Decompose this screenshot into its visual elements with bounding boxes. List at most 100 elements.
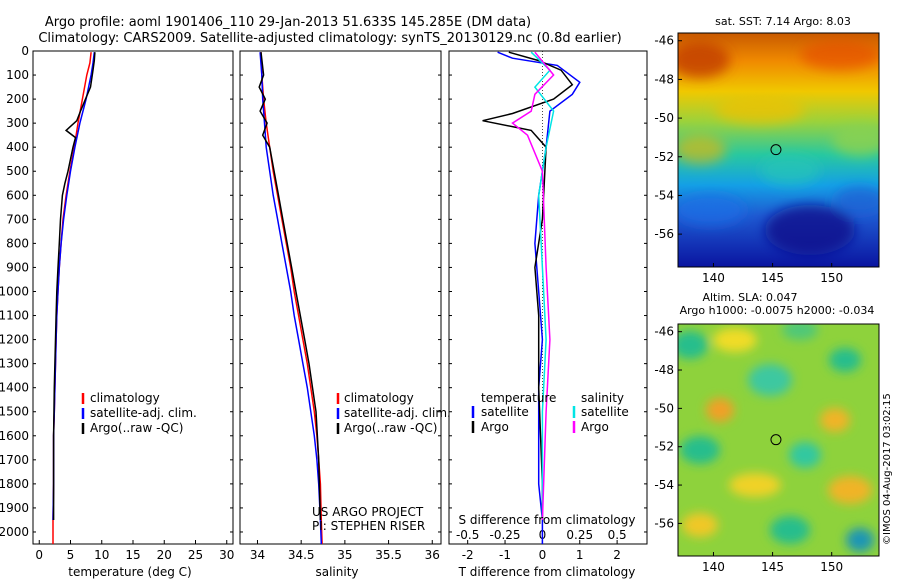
header-line2: Climatology: CARS2009. Satellite-adjuste… — [38, 31, 621, 46]
depth-tick-label: 1700 — [0, 453, 29, 467]
depth-tick-label: 700 — [6, 212, 29, 226]
lat-tick-label: -48 — [654, 363, 674, 377]
legend-header-salinity: salinity — [581, 391, 624, 405]
depth-tick-label: 1900 — [0, 501, 29, 515]
depth-tick-label: 500 — [6, 164, 29, 178]
legend-label-s-satellite: satellite — [581, 405, 629, 419]
legend-label-s-argo: Argo — [581, 420, 609, 434]
sst-map-frame — [677, 32, 880, 268]
x-tick-label: 0 — [35, 548, 43, 562]
profile-location-marker — [770, 434, 782, 446]
legend-label-satellite: satellite-adj. clim. — [90, 406, 197, 420]
x-tick-label: 35.5 — [375, 548, 402, 562]
depth-tick-label: 600 — [6, 188, 29, 202]
series-line-salinity-argo — [511, 51, 555, 521]
depth-tick-label: 100 — [6, 68, 29, 82]
temperature-xlabel: temperature (deg C) — [68, 565, 191, 579]
lat-tick-label: -52 — [654, 440, 674, 454]
legend-label-climatology: climatology — [90, 391, 160, 405]
x-tick-label: 15 — [125, 548, 140, 562]
panel-temperature — [32, 50, 234, 545]
panel-salinity — [239, 50, 442, 545]
x-tick-label-salinity: 0.5 — [608, 528, 627, 542]
depth-tick-label: 1000 — [0, 284, 29, 298]
depth-tick-label: 1800 — [0, 477, 29, 491]
x-tick-label: 30 — [219, 548, 234, 562]
legend-salinity: climatology satellite-adj. clim. Argo(..… — [336, 391, 451, 435]
x-tick-label: 2 — [613, 548, 621, 562]
legend-label-satellite: satellite-adj. clim. — [344, 406, 451, 420]
x-tick-label: -1 — [499, 548, 511, 562]
lon-tick-label: 150 — [820, 560, 843, 574]
difference-chart: -2 -1 0 1 2-0.5 -0.25 0 0.25 0.5 — [456, 51, 627, 562]
sla-map — [678, 324, 879, 556]
sla-map-axes: -46 -48 -50 -52 -54 -56 140 145 150 — [654, 325, 843, 574]
salinity-chart: 34 34.5 35 35.5 36 — [250, 52, 440, 562]
lat-tick-label: -50 — [654, 111, 674, 125]
legend-label-t-satellite: satellite — [481, 405, 529, 419]
header-line1: Argo profile: aoml 1901406_110 29-Jan-20… — [45, 15, 531, 30]
lat-tick-label: -54 — [654, 188, 674, 202]
lat-tick-label: -52 — [654, 150, 674, 164]
x-tick-label-salinity: -0.5 — [456, 528, 479, 542]
x-tick-label-salinity: 0.25 — [566, 528, 593, 542]
lat-tick-label: -54 — [654, 478, 674, 492]
x-tick-label: 20 — [157, 548, 172, 562]
x-tick-label: 34 — [250, 548, 265, 562]
lon-tick-label: 140 — [702, 271, 725, 285]
depth-tick-label: 1100 — [0, 309, 29, 323]
sst-texture — [678, 40, 879, 255]
depth-tick-label: 1500 — [0, 405, 29, 419]
series-line-temperature-satellite — [497, 51, 581, 544]
credit-line1: US ARGO PROJECT — [312, 505, 424, 519]
depth-tick-label: 1300 — [0, 357, 29, 371]
depth-tick-label: 900 — [6, 260, 29, 274]
sla-map-title-1: Altim. SLA: 0.047 — [702, 291, 797, 304]
sla-map-title-2: Argo h1000: -0.0075 h2000: -0.034 — [680, 304, 875, 317]
series-line-temperature-argo — [482, 51, 574, 520]
lat-tick-label: -48 — [654, 72, 674, 86]
x-tick-label: 5 — [67, 548, 75, 562]
series-line-salinity-satellite — [530, 51, 555, 520]
sla-map-frame — [677, 323, 880, 557]
temperature-chart: 0 5 10 15 20 25 30 — [35, 52, 234, 562]
x-tick-label-salinity: -0.25 — [490, 528, 521, 542]
legend-label-argo: Argo(..raw -QC) — [344, 421, 437, 435]
depth-tick-label: 800 — [6, 236, 29, 250]
x-tick-label: 1 — [576, 548, 584, 562]
lat-tick-label: -46 — [654, 325, 674, 339]
depth-tick-label: 200 — [6, 92, 29, 106]
series-line-argo-raw-qc — [52, 52, 96, 520]
sst-map — [678, 33, 879, 267]
depth-tick-label: 1600 — [0, 429, 29, 443]
legend-label-t-argo: Argo — [481, 420, 509, 434]
x-tick-label: 10 — [94, 548, 109, 562]
x-tick-label: 34.5 — [288, 548, 315, 562]
x-tick-label: 36 — [425, 548, 440, 562]
credit-line2: PI: STEPHEN RISER — [312, 519, 425, 533]
salinity-xlabel: salinity — [315, 565, 358, 579]
x-tick-label: 0 — [539, 548, 547, 562]
lat-tick-label: -56 — [654, 227, 674, 241]
legend-label-argo: Argo(..raw -QC) — [90, 421, 183, 435]
x-tick-label: -2 — [462, 548, 474, 562]
depth-tick-label: 2000 — [0, 525, 29, 539]
lat-tick-label: -50 — [654, 401, 674, 415]
legend-header-temperature: temperature — [481, 391, 556, 405]
series-line-argo-raw-qc — [258, 52, 322, 521]
difference-xlabel-T: T difference from climatology — [458, 565, 636, 579]
sla-texture — [678, 324, 874, 552]
depth-tick-label: 1400 — [0, 381, 29, 395]
profile-location-marker — [770, 144, 782, 156]
lon-tick-label: 145 — [761, 560, 784, 574]
series-line-satellite-adj-clim — [259, 52, 323, 545]
depth-tick-label: 0 — [21, 44, 29, 58]
lon-tick-label: 145 — [761, 271, 784, 285]
watermark: ©IMOS 04-Aug-2017 03:02:15 — [882, 393, 893, 545]
lat-tick-label: -56 — [654, 516, 674, 530]
sst-map-axes: -46 -48 -50 -52 -54 -56 140 145 150 — [654, 34, 843, 285]
difference-xlabel-S: S difference from climatology — [459, 513, 636, 527]
x-tick-label: 35 — [337, 548, 352, 562]
depth-tick-label: 1200 — [0, 333, 29, 347]
